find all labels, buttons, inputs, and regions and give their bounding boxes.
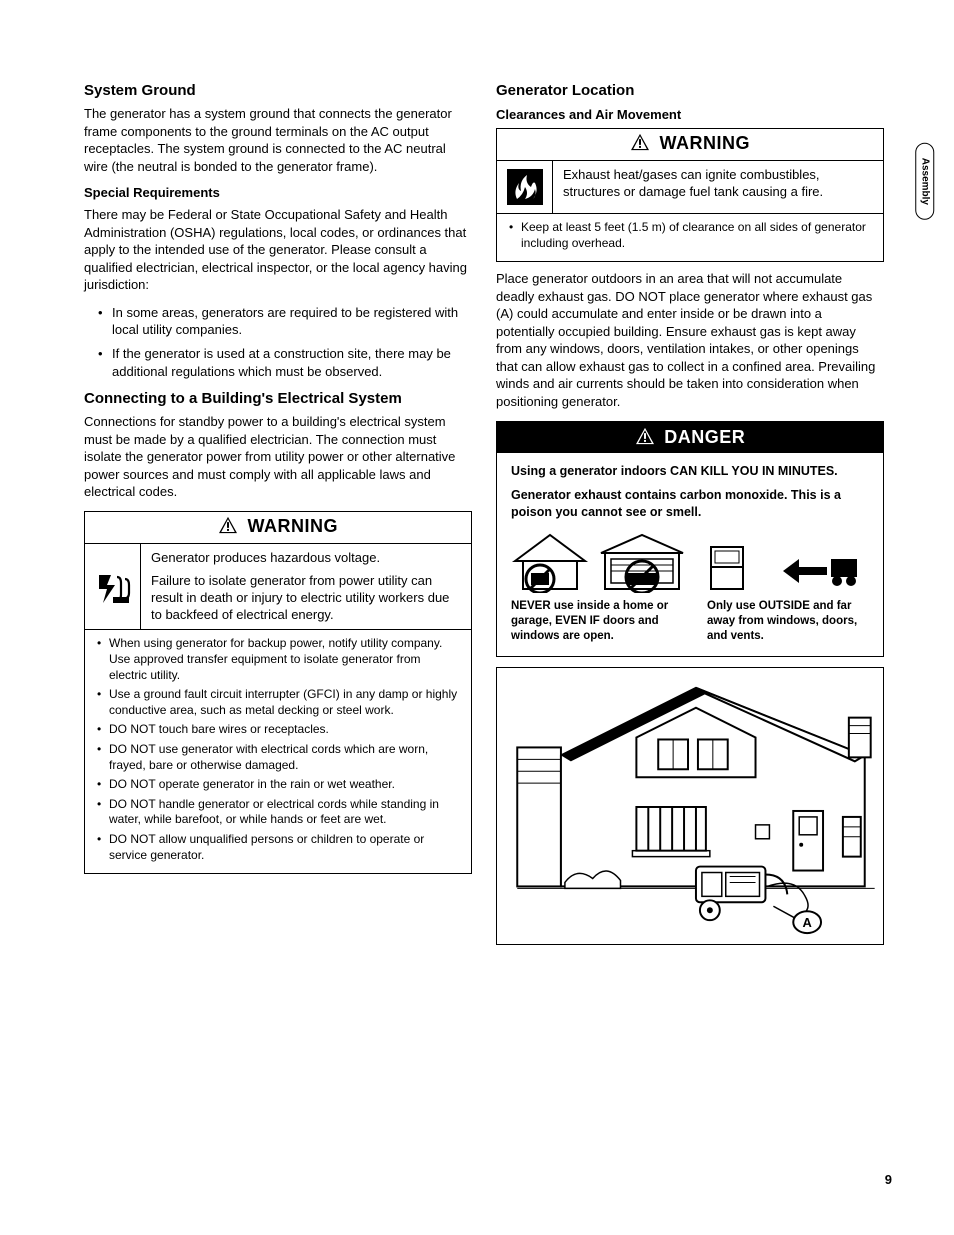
list-item: When using generator for backup power, n… [109, 636, 461, 683]
shock-hazard-icon [85, 544, 141, 630]
danger-line: Generator exhaust contains carbon monoxi… [511, 487, 869, 521]
warning-title: WARNING [660, 133, 751, 153]
alert-triangle-icon [635, 427, 655, 445]
warning-header: WARNING [85, 512, 471, 543]
heading-connecting: Connecting to a Building's Electrical Sy… [84, 390, 472, 407]
warning-line: Generator produces hazardous voltage. [151, 550, 461, 567]
danger-title: DANGER [664, 427, 745, 447]
list-item: DO NOT operate generator in the rain or … [109, 777, 461, 793]
warning-bullets: Keep at least 5 feet (1.5 m) of clearanc… [497, 213, 883, 261]
house-diagram-icon: A [497, 668, 883, 944]
list-item: DO NOT allow unqualified persons or chil… [109, 832, 461, 863]
danger-col-outside: Only use OUTSIDE and far away from windo… [707, 529, 869, 644]
danger-line: Using a generator indoors CAN KILL YOU I… [511, 463, 869, 480]
warning-text-cell: Exhaust heat/gases can ignite combustibl… [553, 161, 883, 213]
pictogram-row [511, 529, 687, 593]
fire-hazard-icon [497, 161, 553, 213]
danger-caption: Only use OUTSIDE and far away from windo… [707, 599, 869, 644]
list-item: DO NOT handle generator or electrical co… [109, 797, 461, 828]
para-connecting: Connections for standby power to a build… [84, 413, 472, 501]
warning-bullets: When using generator for backup power, n… [85, 629, 471, 873]
heading-generator-location: Generator Location [496, 82, 884, 99]
side-tab: Assembly [915, 143, 934, 220]
para-system-ground: The generator has a system ground that c… [84, 105, 472, 175]
pictogram-row [707, 529, 869, 593]
warning-line: Exhaust heat/gases can ignite combustibl… [563, 167, 873, 201]
para-placement: Place generator outdoors in an area that… [496, 270, 884, 410]
list-item: DO NOT use generator with electrical cor… [109, 742, 461, 773]
danger-box: DANGER Using a generator indoors CAN KIL… [496, 421, 884, 657]
list-item: If the generator is used at a constructi… [112, 345, 472, 380]
alert-triangle-icon [218, 516, 238, 534]
danger-caption: NEVER use inside a home or garage, EVEN … [511, 599, 687, 644]
danger-header: DANGER [497, 422, 883, 453]
warning-box-voltage: WARNING Generator produces hazardous vol… [84, 511, 472, 874]
warning-line: Failure to isolate generator from power … [151, 573, 461, 624]
danger-columns: NEVER use inside a home or garage, EVEN … [511, 529, 869, 644]
para-special-requirements: There may be Federal or State Occupation… [84, 206, 472, 294]
list-item: Use a ground fault circuit interrupter (… [109, 687, 461, 718]
heading-clearances: Clearances and Air Movement [496, 107, 884, 122]
warning-text-cell: Generator produces hazardous voltage. Fa… [141, 544, 471, 630]
garage-no-icon [597, 531, 687, 593]
danger-body: Using a generator indoors CAN KILL YOU I… [497, 453, 883, 656]
page-number: 9 [885, 1172, 892, 1187]
house-no-icon [511, 531, 589, 593]
warning-row: Generator produces hazardous voltage. Fa… [85, 543, 471, 630]
left-column: System Ground The generator has a system… [84, 82, 472, 945]
label-a: A [802, 915, 811, 930]
warning-box-fire: WARNING Exhaust heat/gases can ignite co… [496, 128, 884, 262]
warning-row: Exhaust heat/gases can ignite combustibl… [497, 160, 883, 213]
warning-title: WARNING [248, 516, 339, 536]
warning-header: WARNING [497, 129, 883, 160]
window-icon [707, 543, 747, 593]
heading-special-requirements: Special Requirements [84, 185, 472, 200]
generator-arrow-icon [779, 549, 869, 593]
list-item: DO NOT touch bare wires or receptacles. [109, 722, 461, 738]
page: System Ground The generator has a system… [0, 0, 954, 985]
list-special-requirements: In some areas, generators are required t… [84, 304, 472, 380]
danger-col-never: NEVER use inside a home or garage, EVEN … [511, 529, 687, 644]
alert-triangle-icon [630, 133, 650, 151]
house-illustration: A [496, 667, 884, 945]
heading-system-ground: System Ground [84, 82, 472, 99]
list-item: In some areas, generators are required t… [112, 304, 472, 339]
list-item: Keep at least 5 feet (1.5 m) of clearanc… [521, 220, 873, 251]
right-column: Generator Location Clearances and Air Mo… [496, 82, 884, 945]
